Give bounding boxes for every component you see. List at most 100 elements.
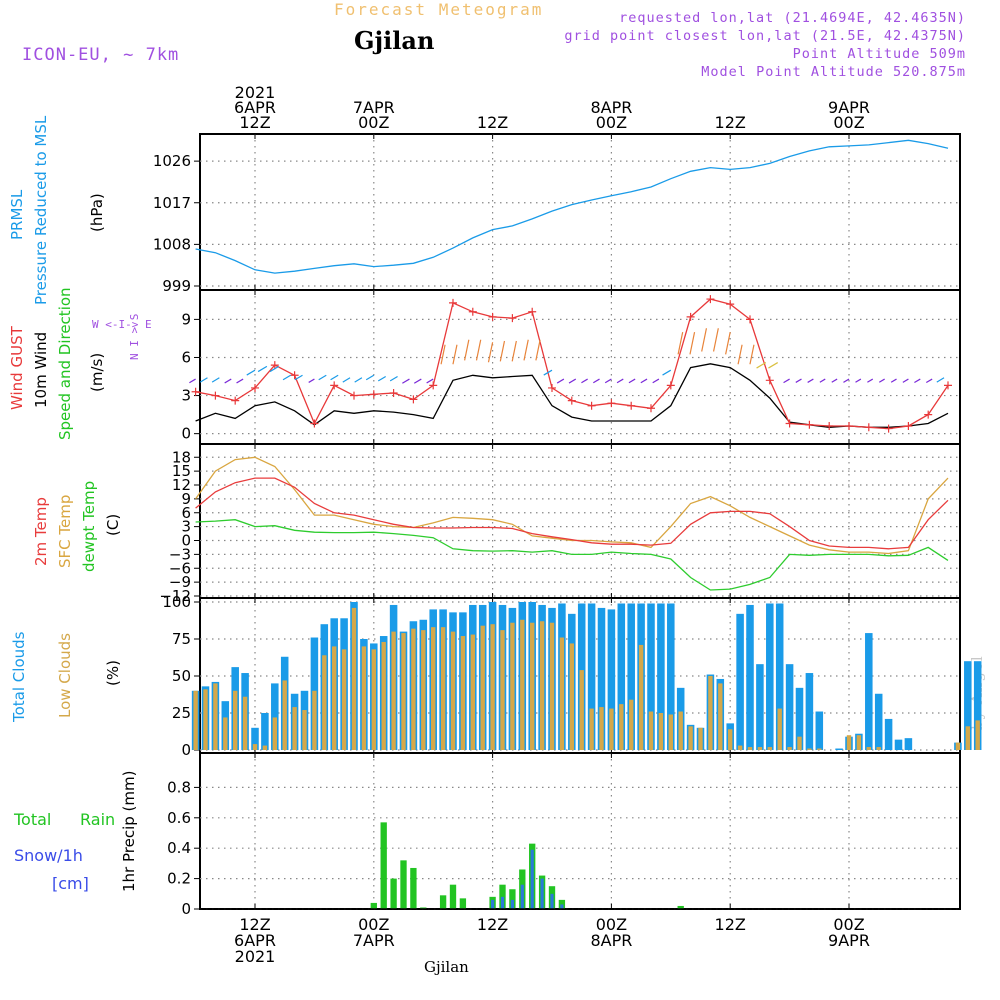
y-tick-label: 18 — [172, 448, 191, 466]
wind-arrow — [581, 378, 588, 384]
gust-marker — [429, 381, 438, 390]
y-tick-label: 3 — [181, 387, 191, 405]
wind-arrow — [487, 342, 494, 363]
wind-arrow — [440, 344, 446, 365]
wind-arrow — [936, 377, 945, 383]
top-time-label: 8APR — [590, 98, 632, 117]
wind-arrow — [662, 369, 672, 376]
wind-arrow — [224, 378, 232, 384]
total-cloud-bar — [874, 693, 883, 750]
low-cloud-bar — [490, 624, 495, 750]
top-time-label: 2021 — [235, 83, 276, 102]
precip-snow-unit: [cm] — [52, 874, 89, 893]
low-cloud-bar — [530, 622, 535, 750]
y-tick-label: 0 — [181, 532, 191, 550]
low-cloud-bar — [500, 630, 505, 750]
gust-marker — [350, 391, 358, 400]
gust-marker — [944, 381, 952, 390]
y-tick-label: 0 — [181, 900, 191, 918]
top-time-label: 12Z — [239, 113, 270, 132]
gust-marker — [330, 381, 339, 390]
wind-arrow — [464, 339, 470, 361]
low-cloud-bar — [718, 683, 723, 750]
low-cloud-bar — [629, 699, 634, 750]
rain-bar — [449, 884, 457, 909]
y-tick-label: 9 — [181, 490, 191, 508]
wind-arrow — [257, 365, 268, 373]
gust-marker — [706, 295, 715, 304]
gust-marker — [548, 383, 556, 392]
y-tick-label: 0 — [181, 741, 191, 759]
wind-arrow — [543, 369, 553, 376]
low-cloud-bar — [440, 627, 446, 750]
wind-arrow — [246, 369, 256, 376]
wind-arrow — [725, 331, 731, 355]
low-cloud-bar — [638, 644, 644, 750]
low-cloud-bar — [856, 735, 862, 750]
sfc-temp-line — [195, 456, 949, 555]
total-cloud-bar — [795, 687, 804, 750]
wind-arrow — [914, 378, 921, 384]
gust-marker — [211, 391, 220, 400]
low-cloud-bar — [233, 690, 238, 750]
gust-marker — [310, 419, 319, 428]
bottom-time-label: 2021 — [235, 947, 276, 966]
total-cloud-bar — [964, 661, 972, 750]
low-cloud-bar — [460, 636, 466, 750]
wind-arrow — [867, 378, 874, 383]
low-cloud-bar — [668, 714, 673, 750]
low-cloud-bar — [747, 747, 753, 750]
wind-arrow — [677, 331, 684, 355]
top-time-label: 6APR — [234, 98, 276, 117]
snow-bar — [510, 899, 514, 909]
low-cloud-bar — [767, 747, 772, 750]
wind-arrow — [211, 377, 220, 383]
low-cloud-bar — [777, 708, 782, 750]
low-cloud-bar — [797, 736, 802, 750]
y-tick-label: 25 — [172, 704, 191, 722]
bottom-time-label: 8APR — [590, 931, 632, 950]
low-cloud-bar — [371, 649, 376, 750]
total-cloud-bar — [261, 713, 269, 750]
y-tick-label: 1026 — [153, 152, 191, 170]
gust-marker — [627, 401, 636, 410]
bottom-time-label: 00Z — [596, 915, 627, 934]
low-cloud-bar — [203, 689, 208, 750]
wind-arrow — [511, 340, 517, 362]
wind-arrow — [640, 378, 648, 384]
wind-arrow — [475, 339, 482, 361]
wind-arrow — [890, 378, 897, 383]
wind-arrow — [535, 339, 541, 361]
y-tick-label: 0.6 — [167, 809, 191, 827]
snow-bar — [520, 884, 524, 909]
low-cloud-bar — [678, 711, 683, 750]
low-cloud-bar — [252, 744, 258, 750]
rain-bar — [410, 867, 417, 909]
low-cloud-bar — [619, 704, 624, 750]
low-cloud-bar — [539, 621, 545, 750]
y-tick-label: 12 — [172, 476, 191, 494]
temp-2m-line — [195, 477, 949, 550]
total-cloud-bar — [647, 603, 655, 750]
rain-bar — [499, 884, 506, 909]
wind-arrow — [689, 331, 696, 355]
wind-arrow — [294, 374, 303, 381]
top-time-label: 12Z — [477, 113, 508, 132]
low-cloud-bar — [737, 745, 743, 750]
top-time-label: 9APR — [828, 98, 870, 117]
gust-marker — [449, 298, 457, 307]
wind-arrow — [365, 374, 375, 381]
gust-marker — [825, 422, 834, 431]
panel-frame-2 — [199, 443, 961, 599]
rain-bar — [400, 860, 407, 909]
total-cloud-bar — [805, 673, 814, 750]
wind-arrow — [199, 377, 208, 383]
total-cloud-bar — [756, 664, 764, 750]
wind-arrow — [737, 344, 743, 365]
location-title: Gjilan — [354, 26, 435, 55]
wind-arrow — [568, 378, 577, 384]
low-cloud-bar — [975, 720, 980, 750]
low-cloud-bar — [757, 747, 763, 750]
pressure-line — [195, 139, 949, 274]
model-altitude: Model Point Altitude 520.875m — [701, 64, 966, 80]
